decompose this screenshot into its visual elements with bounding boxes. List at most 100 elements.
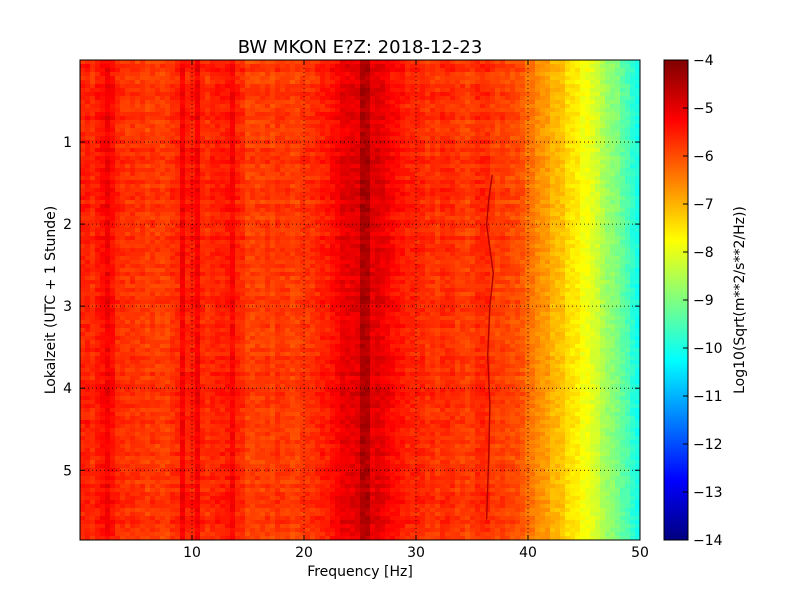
heatmap-cell — [340, 132, 346, 137]
heatmap-cell — [545, 112, 551, 117]
heatmap-cell — [195, 80, 201, 85]
heatmap-cell — [300, 216, 306, 221]
heatmap-cell — [460, 72, 466, 77]
heatmap-cell — [635, 144, 640, 149]
heatmap-cell — [430, 116, 436, 121]
heatmap-cell — [110, 220, 116, 225]
heatmap-cell — [465, 144, 471, 149]
heatmap-cell — [465, 112, 471, 117]
heatmap-cell — [615, 164, 621, 169]
heatmap-cell — [490, 104, 496, 109]
heatmap-cell — [440, 156, 446, 161]
heatmap-cell — [615, 220, 621, 225]
heatmap-cell — [575, 116, 581, 121]
heatmap-cell — [340, 92, 346, 97]
heatmap-cell — [435, 96, 441, 101]
heatmap-cell — [255, 120, 261, 125]
heatmap-cell — [155, 192, 161, 197]
heatmap-cell — [120, 116, 126, 121]
heatmap-cell — [225, 144, 231, 149]
heatmap-cell — [110, 60, 116, 65]
heatmap-cell — [370, 80, 376, 85]
heatmap-cell — [230, 104, 236, 109]
heatmap-cell — [460, 88, 466, 93]
heatmap-cell — [315, 144, 321, 149]
heatmap-cell — [230, 204, 236, 209]
heatmap-cell — [460, 212, 466, 217]
heatmap-cell — [130, 104, 136, 109]
heatmap-cell — [565, 120, 571, 125]
heatmap-cell — [515, 220, 521, 225]
heatmap-cell — [395, 64, 401, 69]
heatmap-cell — [600, 232, 606, 237]
heatmap-cell — [165, 116, 171, 121]
heatmap-cell — [380, 156, 386, 161]
heatmap-cell — [445, 164, 451, 169]
heatmap-cell — [565, 212, 571, 217]
heatmap-cell — [320, 188, 326, 193]
heatmap-cell — [420, 96, 426, 101]
heatmap-cell — [425, 136, 431, 141]
heatmap-cell — [175, 96, 181, 101]
heatmap-cell — [485, 92, 491, 97]
heatmap-cell — [115, 236, 121, 241]
heatmap-cell — [585, 140, 591, 145]
heatmap-cell — [200, 140, 206, 145]
heatmap-cell — [615, 172, 621, 177]
heatmap-cell — [215, 112, 221, 117]
heatmap-cell — [570, 188, 576, 193]
heatmap-cell — [285, 148, 291, 153]
heatmap-cell — [260, 136, 266, 141]
heatmap-cell — [215, 136, 221, 141]
heatmap-cell — [585, 212, 591, 217]
heatmap-cell — [230, 108, 236, 113]
heatmap-cell — [125, 120, 131, 125]
heatmap-cell — [375, 76, 381, 81]
heatmap-cell — [100, 88, 106, 93]
heatmap-cell — [350, 132, 356, 137]
heatmap-cell — [315, 84, 321, 89]
heatmap-cell — [530, 80, 536, 85]
heatmap-cell — [550, 164, 556, 169]
heatmap-cell — [515, 120, 521, 125]
heatmap-cell — [235, 184, 241, 189]
heatmap-cell — [315, 156, 321, 161]
heatmap-cell — [305, 188, 311, 193]
heatmap-cell — [395, 104, 401, 109]
heatmap-cell — [620, 132, 626, 137]
heatmap-cell — [470, 132, 476, 137]
heatmap-cell — [180, 124, 186, 129]
heatmap-cell — [495, 76, 501, 81]
heatmap-cell — [240, 192, 246, 197]
heatmap-cell — [540, 168, 546, 173]
heatmap-cell — [400, 76, 406, 81]
heatmap-cell — [405, 76, 411, 81]
heatmap-cell — [340, 72, 346, 77]
heatmap-cell — [315, 72, 321, 77]
heatmap-cell — [590, 132, 596, 137]
heatmap-cell — [315, 136, 321, 141]
heatmap-cell — [230, 100, 236, 105]
heatmap-cell — [475, 92, 481, 97]
heatmap-cells — [80, 60, 640, 540]
heatmap-cell — [195, 112, 201, 117]
heatmap-cell — [205, 100, 211, 105]
heatmap-cell — [625, 84, 631, 89]
heatmap-cell — [95, 168, 101, 173]
heatmap-cell — [195, 168, 201, 173]
heatmap-cell — [350, 160, 356, 165]
heatmap-cell — [145, 80, 151, 85]
heatmap-cell — [440, 164, 446, 169]
heatmap-cell — [585, 68, 591, 73]
heatmap-cell — [415, 60, 421, 65]
heatmap-cell — [620, 208, 626, 213]
heatmap-cell — [160, 64, 166, 69]
heatmap-cell — [405, 116, 411, 121]
heatmap-cell — [320, 132, 326, 137]
heatmap-cell — [215, 160, 221, 165]
heatmap-cell — [295, 76, 301, 81]
heatmap-cell — [240, 188, 246, 193]
heatmap-cell — [80, 128, 86, 133]
heatmap-cell — [415, 124, 421, 129]
heatmap-cell — [395, 60, 401, 65]
